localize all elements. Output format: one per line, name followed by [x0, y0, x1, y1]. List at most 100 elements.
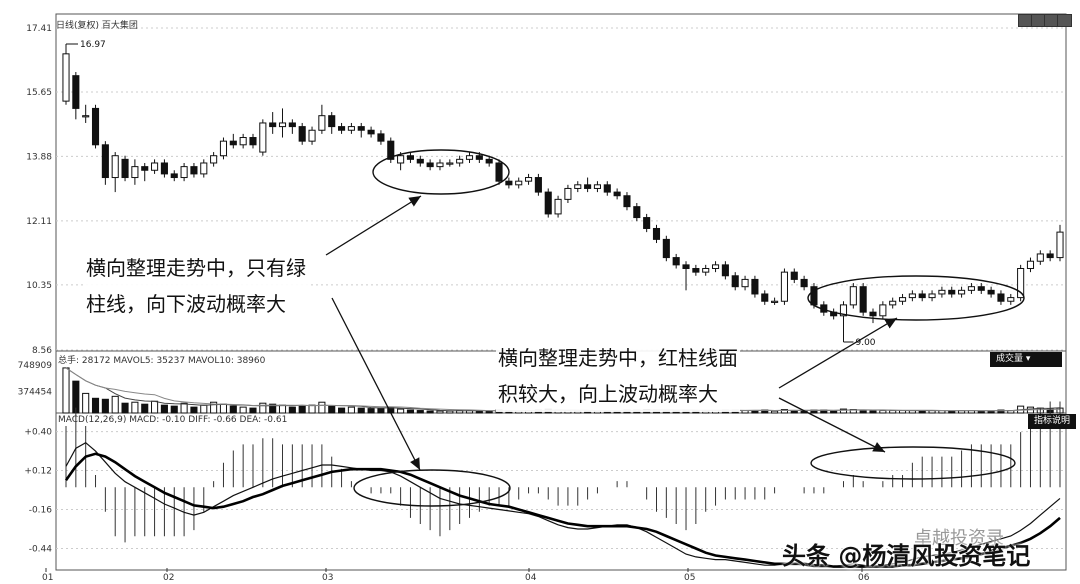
up-candle: [849, 286, 857, 306]
down-candle: [869, 311, 877, 317]
annotation-arrow: [331, 297, 421, 471]
volume-bar: [948, 410, 956, 414]
down-candle: [357, 126, 365, 131]
volume-bar: [160, 404, 168, 414]
volume-bar: [367, 408, 375, 414]
left-annotation: 横向整理走势中，只有绿 柱线，向下波动概率大: [84, 250, 308, 322]
right-annotation: 横向整理走势中，红柱线面 积较大，向上波动概率大: [496, 340, 740, 412]
volume-bar: [780, 409, 788, 414]
down-candle: [406, 155, 415, 160]
up-candle: [436, 162, 444, 168]
volume-bar: [200, 404, 208, 414]
down-candle: [987, 289, 995, 295]
down-candle: [160, 162, 168, 175]
price-tick-label: 15.65: [26, 88, 52, 98]
price-tick-label: 13.88: [26, 152, 52, 162]
annotation-arrow: [778, 397, 886, 453]
price-tick-label: 17.41: [26, 24, 52, 34]
up-candle: [278, 122, 287, 128]
volume-bar: [347, 406, 355, 414]
down-candle: [721, 264, 729, 277]
indicator-help-button[interactable]: 指标说明: [1028, 414, 1077, 429]
volume-bar: [987, 410, 995, 414]
up-candle: [554, 198, 562, 215]
up-candle: [308, 129, 316, 142]
macd-header: MACD(12,26,9) MACD: -0.10 DIFF: -0.66 DE…: [58, 415, 288, 425]
up-candle: [702, 267, 710, 273]
down-candle: [859, 286, 867, 313]
up-candle: [347, 126, 355, 131]
up-candle: [446, 162, 454, 165]
volume-tick-label: 374454: [18, 388, 53, 398]
down-candle: [584, 184, 592, 189]
volume-bar: [141, 403, 149, 414]
up-candle: [879, 304, 887, 317]
volume-bar: [377, 407, 385, 414]
volume-bar: [918, 410, 926, 414]
volume-bar: [101, 398, 109, 414]
down-candle: [603, 184, 611, 193]
up-candle: [780, 271, 788, 302]
up-candle: [593, 184, 601, 189]
down-candle: [662, 238, 670, 259]
up-candle: [200, 162, 208, 175]
volume-bar: [879, 410, 887, 414]
down-candle: [731, 275, 739, 288]
down-candle: [288, 122, 296, 128]
down-candle: [672, 257, 680, 266]
up-candle: [180, 166, 188, 179]
up-candle: [82, 115, 90, 118]
up-candle: [1026, 260, 1035, 269]
down-candle: [485, 158, 493, 164]
down-candle: [101, 144, 109, 179]
down-candle: [328, 115, 336, 128]
price-tick-label: 10.35: [26, 281, 52, 291]
volume-bar: [889, 410, 897, 414]
up-candle: [889, 300, 897, 306]
chart-frame: [55, 13, 1067, 571]
up-candle: [839, 304, 848, 317]
volume-tick-label: 748909: [18, 361, 53, 371]
down-candle: [751, 278, 759, 295]
down-candle: [269, 122, 277, 128]
volume-indicator-tag[interactable]: 成交量 ▾: [990, 352, 1062, 367]
up-candle: [219, 140, 228, 157]
down-candle: [505, 180, 513, 186]
down-candle: [918, 293, 926, 299]
up-candle: [1036, 253, 1044, 262]
down-candle: [387, 140, 395, 160]
volume-bar: [977, 410, 985, 414]
close-icon[interactable]: [1057, 14, 1072, 27]
up-candle: [1056, 231, 1064, 259]
volume-bar: [997, 409, 1005, 414]
down-candle: [475, 155, 483, 160]
up-candle: [967, 286, 975, 291]
down-candle: [416, 158, 424, 164]
up-candle: [131, 166, 139, 179]
volume-bar: [485, 410, 493, 414]
x-tick-label: 05: [684, 573, 695, 583]
down-candle: [997, 293, 1005, 302]
down-candle: [534, 177, 542, 193]
down-candle: [298, 126, 306, 142]
volume-bar: [62, 367, 70, 414]
volume-bar: [771, 410, 779, 414]
volume-bar: [446, 410, 454, 414]
down-candle: [1046, 253, 1054, 259]
macd-highlight-ellipse: [810, 446, 1016, 480]
down-candle: [249, 137, 257, 146]
up-candle: [239, 137, 247, 146]
up-candle: [318, 115, 326, 131]
up-candle: [938, 289, 946, 295]
volume-bar: [790, 410, 798, 414]
down-candle: [761, 293, 769, 302]
macd-dea-line: [64, 452, 1061, 568]
volume-header: 总手: 28172 MAVOL5: 35237 MAVOL10: 38960: [58, 356, 266, 366]
volume-bar: [111, 395, 119, 414]
x-tick-label: 04: [525, 573, 537, 583]
down-candle: [652, 227, 661, 240]
up-candle: [1007, 297, 1015, 302]
down-candle: [643, 217, 651, 229]
up-candle: [210, 155, 218, 164]
